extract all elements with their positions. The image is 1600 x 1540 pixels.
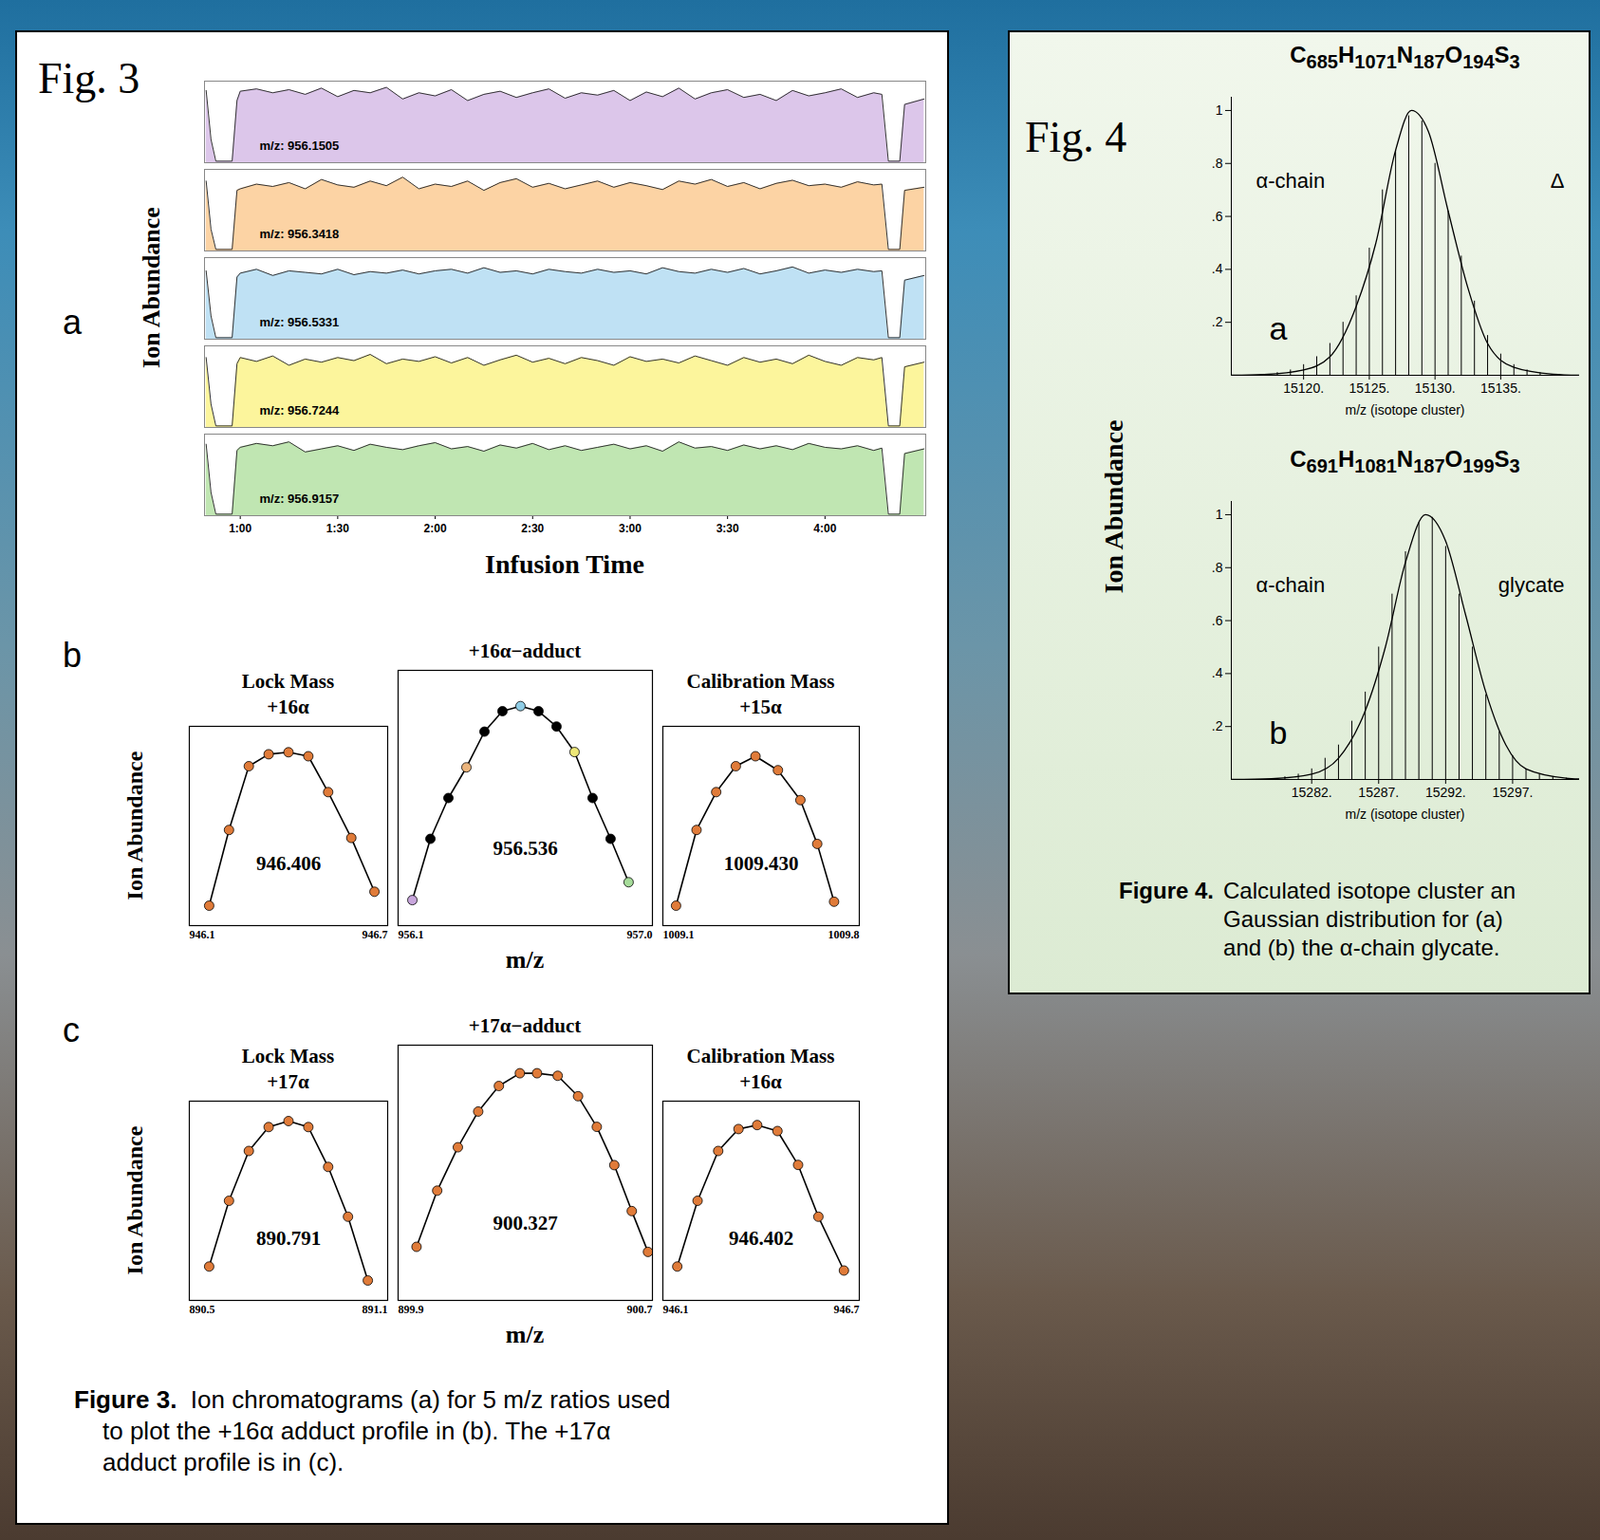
html-text:Gaussian distribution for (a): Gaussian distribution for (a): [1223, 906, 1504, 932]
svg-text:α-chain: α-chain: [1256, 573, 1326, 597]
html-text:m/z (isotope cluster): m/z (isotope cluster): [1345, 402, 1465, 418]
html-text:C691H1081N187O199S3: C691H1081N187O199S3: [1289, 446, 1520, 477]
svg-text:.6: .6: [1211, 613, 1224, 629]
html-text:m/z: m/z: [505, 946, 544, 974]
svg-text:m/z: 956.7244: m/z: 956.7244: [260, 403, 341, 418]
svg-text:890.5: 890.5: [189, 1302, 216, 1317]
svg-text:2:00: 2:00: [424, 521, 447, 536]
svg-text:1009.430: 1009.430: [724, 852, 800, 875]
html-text:Ion Abundance: Ion Abundance: [1098, 420, 1129, 594]
svg-text:a: a: [1269, 310, 1288, 347]
html-text:Figure 4. Calculated isotope c: Figure 4. Calculated isotope cluster an: [1118, 877, 1516, 904]
svg-text:m/z: 956.5331: m/z: 956.5331: [260, 315, 340, 330]
svg-text:1:00: 1:00: [228, 521, 252, 536]
svg-text:900.7: 900.7: [627, 1302, 653, 1317]
html-text:adduct profile is in (c).: adduct profile is in (c).: [102, 1448, 344, 1477]
svg-text:.2: .2: [1211, 314, 1224, 330]
svg-text:b: b: [1269, 714, 1288, 751]
html-text:+16α−adduct: +16α−adduct: [468, 639, 582, 663]
html-text:+16α: +16α: [739, 1070, 782, 1094]
svg-text:946.1: 946.1: [663, 1302, 689, 1317]
svg-text:946.7: 946.7: [834, 1302, 860, 1317]
html-text:and (b) the α-chain glycate.: and (b) the α-chain glycate.: [1223, 934, 1500, 961]
svg-text:1:30: 1:30: [326, 521, 350, 536]
svg-text:946.406: 946.406: [256, 852, 321, 875]
html-text:Ion Abundance: Ion Abundance: [137, 206, 166, 369]
svg-text:1: 1: [1215, 102, 1224, 118]
html-text:c: c: [62, 1010, 80, 1050]
html-text:m/z: m/z: [505, 1320, 544, 1349]
svg-text:.2: .2: [1211, 718, 1224, 734]
svg-text:4:00: 4:00: [813, 521, 837, 536]
html-text:to plot the +16α adduct profil: to plot the +16α adduct profile in (b). …: [102, 1416, 611, 1446]
svg-text:15287.: 15287.: [1358, 784, 1399, 800]
html-text:a: a: [62, 302, 82, 342]
html-text:+17α−adduct: +17α−adduct: [468, 1014, 582, 1038]
svg-text:957.0: 957.0: [627, 928, 653, 942]
html-text:Fig. 3: Fig. 3: [37, 54, 140, 103]
svg-text:946.7: 946.7: [362, 928, 389, 942]
svg-text:1: 1: [1215, 506, 1224, 522]
html-text:Infusion Time: Infusion Time: [485, 549, 645, 579]
html-text:+17α: +17α: [266, 1070, 310, 1094]
svg-text:.4: .4: [1211, 665, 1224, 681]
svg-text:2:30: 2:30: [520, 521, 544, 536]
svg-text:1009.1: 1009.1: [663, 928, 695, 942]
svg-text:890.791: 890.791: [256, 1227, 321, 1250]
svg-text:899.9: 899.9: [398, 1302, 425, 1317]
svg-text:956.536: 956.536: [492, 837, 558, 860]
svg-text:15282.: 15282.: [1291, 784, 1333, 800]
html-text:Figure 3. Ion chromatograms (a: Figure 3. Ion chromatograms (a) for 5 m/…: [74, 1385, 671, 1414]
svg-text:m/z: 956.1505: m/z: 956.1505: [260, 138, 340, 153]
svg-text:α-chain: α-chain: [1256, 168, 1326, 193]
html-text:Ion Abundance: Ion Abundance: [121, 1126, 147, 1275]
html-text:Lock Mass: Lock Mass: [241, 669, 335, 693]
html-text:+15α: +15α: [739, 695, 782, 719]
svg-text:15125.: 15125.: [1349, 380, 1391, 396]
svg-text:15135.: 15135.: [1480, 380, 1522, 396]
svg-text:15292.: 15292.: [1425, 784, 1467, 800]
svg-text:15297.: 15297.: [1492, 784, 1534, 800]
svg-text:.4: .4: [1211, 260, 1224, 277]
svg-text:15120.: 15120.: [1283, 380, 1324, 396]
svg-text:15130.: 15130.: [1414, 380, 1456, 396]
svg-text:956.1: 956.1: [398, 928, 425, 942]
html-text:Lock Mass: Lock Mass: [241, 1044, 335, 1068]
html-text:Fig. 4: Fig. 4: [1024, 112, 1127, 162]
html-text:m/z (isotope cluster): m/z (isotope cluster): [1345, 806, 1465, 822]
html-text:Calibration Mass: Calibration Mass: [686, 669, 835, 693]
svg-text:3:30: 3:30: [716, 521, 740, 536]
svg-text:946.402: 946.402: [728, 1227, 794, 1250]
html-text:b: b: [62, 635, 82, 675]
svg-text:Δ: Δ: [1550, 168, 1565, 193]
svg-text:1009.8: 1009.8: [828, 928, 860, 942]
svg-text:946.1: 946.1: [189, 928, 216, 942]
svg-text:3:00: 3:00: [618, 521, 642, 536]
svg-text:.8: .8: [1211, 155, 1224, 171]
svg-text:.6: .6: [1211, 208, 1224, 224]
html-text:Calibration Mass: Calibration Mass: [686, 1044, 835, 1068]
html-text:+16α: +16α: [266, 695, 310, 719]
svg-text:900.327: 900.327: [492, 1211, 558, 1235]
svg-text:glycate: glycate: [1498, 573, 1565, 597]
html-text:C685H1071N187O194S3: C685H1071N187O194S3: [1289, 41, 1520, 72]
svg-text:.8: .8: [1211, 559, 1224, 576]
svg-text:891.1: 891.1: [362, 1302, 389, 1317]
svg-text:m/z: 956.3418: m/z: 956.3418: [260, 226, 340, 242]
html-text:Ion Abundance: Ion Abundance: [121, 751, 147, 901]
svg-text:m/z: 956.9157: m/z: 956.9157: [260, 491, 340, 506]
